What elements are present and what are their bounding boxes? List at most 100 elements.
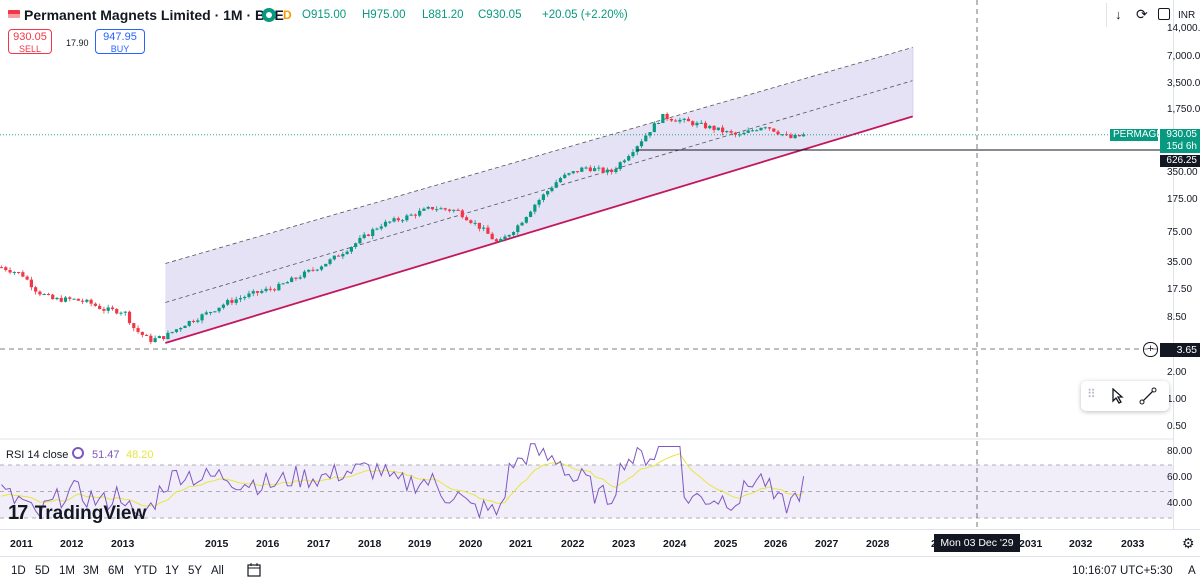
rsi-label[interactable]: RSI 14 close <box>6 449 69 461</box>
candle-body <box>520 222 524 226</box>
sell-price: 930.05 <box>13 31 47 43</box>
tradingview-logo[interactable]: 17 TradingView <box>8 502 146 524</box>
candle-body <box>272 289 277 291</box>
ohlc-high: H975.00 <box>362 9 406 21</box>
timeframe-button-ytd[interactable]: YTD <box>134 565 157 577</box>
candle-body <box>537 200 541 205</box>
timeframe-button-1y[interactable]: 1Y <box>165 565 180 577</box>
rsi-ma-value: 48.20 <box>126 449 154 461</box>
candle-body <box>230 300 234 303</box>
candle-body <box>422 208 426 211</box>
drag-handle-icon[interactable]: ⠿ <box>1087 387 1096 401</box>
candle-body <box>110 307 115 310</box>
candle-body <box>511 232 516 235</box>
channel-fill <box>165 47 913 343</box>
timeframe-button-1m[interactable]: 1M <box>59 565 75 577</box>
candle-body <box>183 325 187 328</box>
price-tick: 2.00 <box>1167 367 1187 378</box>
candle-body <box>93 303 97 306</box>
currency-label[interactable]: INR <box>1178 10 1196 21</box>
drawing-toolbar[interactable]: ⠿ <box>1081 381 1169 411</box>
candle-body <box>38 291 42 295</box>
rsi-value: 51.47 <box>92 449 120 461</box>
candle-body <box>456 209 460 211</box>
candle-body <box>119 312 123 314</box>
candle-body <box>234 299 238 303</box>
candle-body <box>349 246 353 252</box>
download-arrow-icon[interactable]: ↓ <box>1115 7 1122 22</box>
candle-body <box>482 227 486 229</box>
candle-body <box>541 194 545 201</box>
tv-logo-text: TradingView <box>34 503 147 524</box>
calendar-range-icon[interactable] <box>246 562 262 578</box>
auto-scale-toggle[interactable]: A <box>1188 565 1196 577</box>
candle-body <box>597 167 601 169</box>
settings-gear-icon[interactable]: ⚙ <box>1182 535 1195 551</box>
time-tick: 2019 <box>408 538 432 550</box>
candle-body <box>567 173 571 175</box>
candle-body <box>563 174 567 179</box>
time-tick: 2033 <box>1121 538 1145 550</box>
candle-body <box>443 208 447 210</box>
channel-middle-line <box>165 80 913 303</box>
candle-body <box>204 312 208 315</box>
candle-body <box>588 167 592 172</box>
candle-body <box>716 127 720 130</box>
timeframe-button-5y[interactable]: 5Y <box>188 565 203 577</box>
tv-logo-icon: 17 <box>8 502 28 524</box>
price-tick: 17.50 <box>1167 284 1193 295</box>
cursor-icon[interactable] <box>1111 388 1125 404</box>
add-alert-icon[interactable]: + <box>1143 342 1158 357</box>
time-tick: 2017 <box>307 538 331 550</box>
candle-body <box>797 134 801 137</box>
candle-body <box>115 309 119 314</box>
sell-button[interactable]: 930.05 SELL <box>8 29 52 54</box>
candle-body <box>311 269 315 271</box>
axis-divider <box>1173 0 1174 530</box>
buy-button[interactable]: 947.95 BUY <box>95 29 145 54</box>
candle-body <box>780 134 784 136</box>
candle-body <box>354 243 358 247</box>
time-tick: 2020 <box>459 538 483 550</box>
candle-body <box>375 228 379 230</box>
symbol-title[interactable]: Permanent Magnets Limited · 1M · BSE <box>24 7 284 23</box>
timeframe-button-1d[interactable]: 1D <box>11 565 26 577</box>
timeframe-button-5d[interactable]: 5D <box>35 565 50 577</box>
timeframe-button-all[interactable]: All <box>211 565 224 577</box>
timeframe-button-6m[interactable]: 6M <box>108 565 124 577</box>
regression-channel[interactable] <box>165 46 914 344</box>
guides <box>0 0 1173 529</box>
candle-body <box>136 328 140 332</box>
candle-body <box>132 323 136 329</box>
candle-body <box>682 118 686 120</box>
candle-body <box>746 130 750 133</box>
time-tick: 2024 <box>663 538 687 550</box>
rsi-settings-icon[interactable] <box>72 447 84 459</box>
candle-body <box>669 118 673 121</box>
candle-body <box>738 134 742 136</box>
clock-timezone[interactable]: 10:16:07 UTC+5:30 <box>1072 565 1173 577</box>
candle-body <box>290 277 294 283</box>
candles <box>0 112 806 345</box>
time-tick: 2015 <box>205 538 229 550</box>
candle-body <box>554 182 558 188</box>
candle-body <box>46 294 51 296</box>
candle-body <box>614 168 618 173</box>
refresh-icon[interactable]: ⟳ <box>1136 6 1148 22</box>
candle-body <box>776 131 780 135</box>
time-tick: 2032 <box>1069 538 1093 550</box>
candle-body <box>418 210 422 216</box>
price-tick: 35.00 <box>1167 257 1193 268</box>
trendline-icon[interactable] <box>1139 387 1157 405</box>
candle-body <box>324 263 328 267</box>
candle-body <box>247 293 251 297</box>
timeframe-button-3m[interactable]: 3M <box>83 565 99 577</box>
fullscreen-icon[interactable] <box>1158 8 1170 20</box>
eye-icon[interactable] <box>262 8 276 22</box>
channel-upper-line <box>165 46 913 264</box>
candle-body <box>439 208 443 210</box>
candle-body <box>601 167 605 173</box>
time-tick: 2028 <box>866 538 890 550</box>
candle-body <box>793 134 797 139</box>
